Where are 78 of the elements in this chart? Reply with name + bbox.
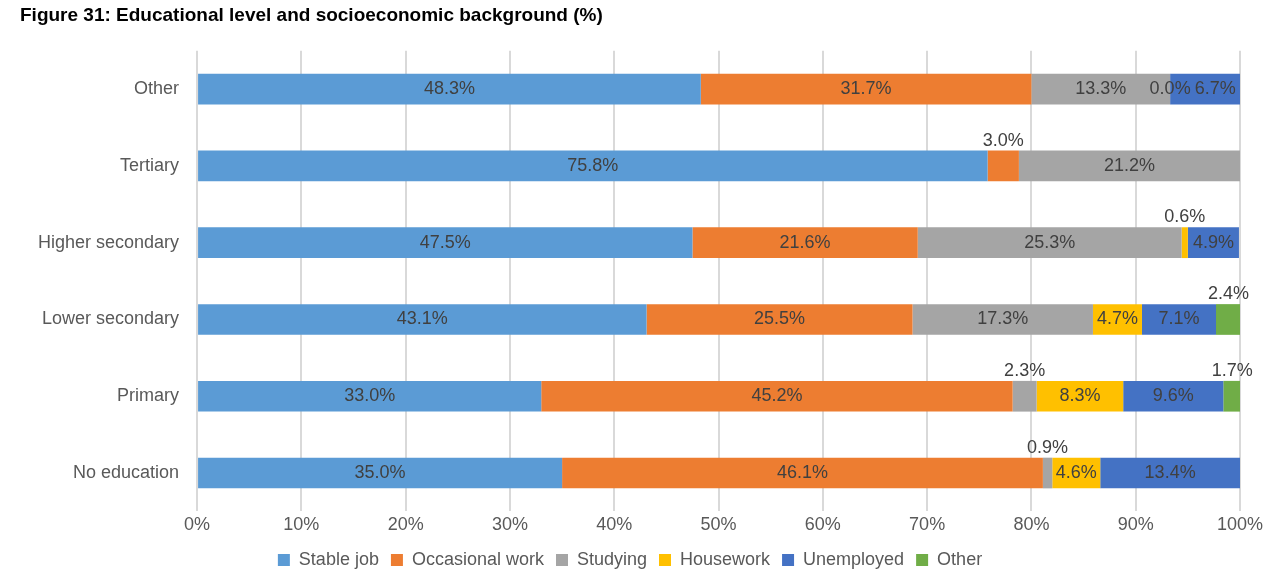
bar — [917, 227, 1182, 259]
legend-label: Other — [937, 548, 983, 569]
x-tick-label: 70% — [909, 514, 946, 535]
y-tick-label: No education — [73, 461, 180, 482]
x-tick-label: 90% — [1117, 514, 1154, 535]
bar — [1216, 304, 1240, 335]
chart-title: Figure 31: Educational level and socioeconomic background (%) — [20, 3, 603, 25]
legend-label: Unemployed — [803, 548, 905, 569]
x-tick-label: 60% — [804, 514, 841, 535]
data-label: 9.6% — [1152, 385, 1194, 406]
legend-label: Stable job — [298, 548, 379, 569]
bar — [912, 304, 1093, 335]
x-tick-label: 50% — [700, 514, 737, 535]
data-label: 1.7% — [1211, 359, 1253, 380]
data-label: 35.0% — [354, 461, 406, 482]
data-label: 2.3% — [1004, 359, 1046, 380]
bar — [1100, 457, 1240, 489]
data-label: 45.2% — [751, 385, 803, 406]
y-tick-label: Lower secondary — [42, 308, 180, 329]
data-label: 13.4% — [1144, 461, 1196, 482]
bar — [1141, 304, 1217, 335]
y-tick-label: Other — [134, 78, 180, 99]
bar — [1018, 150, 1240, 182]
y-tick-label: Tertiary — [120, 154, 180, 175]
data-label: 4.6% — [1055, 461, 1097, 482]
data-label: 48.3% — [423, 78, 475, 99]
data-label: 0.9% — [1027, 436, 1069, 457]
data-label: 3.0% — [982, 129, 1024, 150]
y-tick-label: Primary — [117, 385, 180, 406]
data-label: 21.6% — [779, 231, 831, 252]
data-label: 0.0% — [1149, 78, 1191, 99]
data-label: 7.1% — [1158, 308, 1200, 329]
bar — [198, 457, 563, 489]
x-tick-label: 20% — [387, 514, 424, 535]
data-label: 4.9% — [1192, 231, 1234, 252]
bar — [700, 73, 1032, 105]
bar — [198, 150, 988, 182]
legend-label: Occasional work — [411, 548, 545, 569]
data-label: 2.4% — [1208, 283, 1250, 304]
data-label: 17.3% — [977, 308, 1029, 329]
x-tick-label: 40% — [596, 514, 633, 535]
data-label: 25.3% — [1024, 231, 1076, 252]
x-tick-label: 0% — [184, 514, 211, 535]
x-tick-label: 30% — [491, 514, 528, 535]
x-tick-label: 80% — [1013, 514, 1050, 535]
bar — [646, 304, 913, 335]
data-label: 6.7% — [1194, 78, 1236, 99]
bar — [1042, 457, 1053, 489]
data-label: 31.7% — [840, 78, 892, 99]
bar — [198, 227, 693, 259]
x-tick-label: 100% — [1216, 514, 1264, 535]
bar — [987, 150, 1019, 182]
data-label: 46.1% — [776, 461, 829, 482]
bar — [1123, 380, 1224, 412]
legend-label: Studying — [576, 548, 648, 569]
data-label: 25.5% — [754, 308, 806, 329]
bar — [1181, 227, 1188, 259]
data-label: 0.6% — [1164, 206, 1206, 227]
data-label: 33.0% — [344, 385, 396, 406]
bar — [541, 380, 1013, 412]
bar — [562, 457, 1043, 489]
bar — [198, 380, 542, 412]
bar — [1036, 380, 1124, 412]
data-label: 13.3% — [1075, 78, 1127, 99]
data-label: 47.5% — [419, 231, 471, 252]
bar — [1012, 380, 1037, 412]
bar — [692, 227, 918, 259]
bar — [1223, 380, 1240, 412]
bar — [198, 73, 701, 105]
legend-label: Housework — [680, 548, 772, 569]
bar — [198, 304, 647, 335]
data-label: 43.1% — [396, 308, 448, 329]
data-label: 8.3% — [1059, 385, 1101, 406]
data-label: 4.7% — [1096, 308, 1138, 329]
data-label: 21.2% — [1103, 154, 1155, 175]
x-tick-label: 10% — [283, 514, 320, 535]
data-label: 75.8% — [567, 154, 619, 175]
y-tick-label: Higher secondary — [38, 231, 180, 252]
